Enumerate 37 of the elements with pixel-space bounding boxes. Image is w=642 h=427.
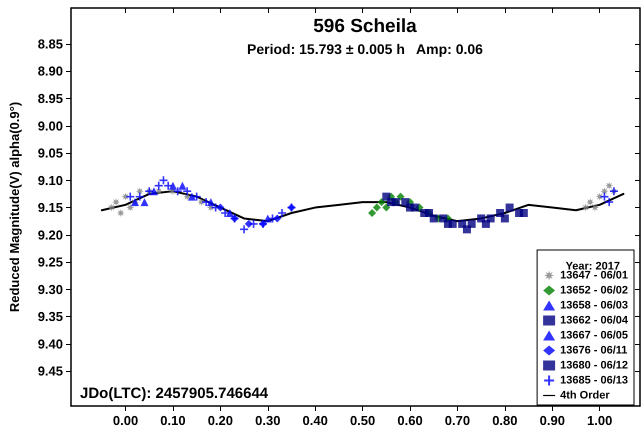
x-tick-label: 0.60 bbox=[397, 413, 423, 427]
y-tick-label: 9.40 bbox=[38, 336, 63, 352]
y-tick-label: 9.20 bbox=[38, 227, 63, 242]
text: Period: 15.793 ± 0.005 h Amp: 0.06 bbox=[247, 41, 484, 57]
x-tick-label: 0.20 bbox=[208, 413, 234, 427]
x-tick-label: 0.40 bbox=[302, 413, 328, 427]
chart-title: 596 Scheila bbox=[313, 16, 418, 37]
y-tick-label: 9.10 bbox=[38, 172, 63, 188]
legend-label: 13685 - 06/13 bbox=[560, 374, 628, 386]
y-tick-label: 9.25 bbox=[38, 254, 63, 270]
annotation: JDo(LTC): 2457905.746644 bbox=[80, 385, 269, 402]
legend-label: 13658 - 06/03 bbox=[560, 300, 628, 312]
legend-label: 13652 - 06/02 bbox=[560, 284, 628, 296]
legend-label: 13662 - 06/04 bbox=[560, 314, 629, 326]
y-tick-label: 9.00 bbox=[38, 118, 63, 134]
y-tick-label: 9.15 bbox=[38, 200, 63, 216]
y-tick-label: 9.45 bbox=[38, 364, 63, 379]
x-tick-label: 0.50 bbox=[350, 413, 376, 427]
x-tick-label: 0.30 bbox=[255, 413, 280, 427]
x-tick-label: 0.80 bbox=[492, 413, 518, 427]
x-tick-label: 0.00 bbox=[112, 413, 138, 427]
y-tick-label: 9.35 bbox=[38, 309, 63, 324]
x-tick-label: 1.00 bbox=[587, 413, 612, 427]
legend-label: 13667 - 06/05 bbox=[560, 330, 628, 342]
y-tick-label: 9.05 bbox=[38, 146, 63, 161]
y-tick-label: 8.90 bbox=[38, 64, 63, 79]
legend-label: 13647 - 06/01 bbox=[560, 270, 628, 282]
legend-label: 13680 - 06/12 bbox=[560, 360, 628, 372]
legend-label: 13676 - 06/11 bbox=[560, 344, 628, 356]
x-tick-label: 0.70 bbox=[444, 413, 470, 427]
y-tick-label: 8.85 bbox=[38, 36, 63, 52]
x-tick-label: 0.90 bbox=[540, 413, 565, 427]
legend-label: 4th Order bbox=[560, 390, 610, 402]
y-tick-label: 8.95 bbox=[38, 91, 63, 106]
y-tick-label: 9.30 bbox=[38, 282, 63, 297]
y-axis-title: Reduced Magnitude(V) alpha(0.9°) bbox=[7, 102, 22, 312]
x-tick-label: 0.10 bbox=[160, 413, 186, 427]
